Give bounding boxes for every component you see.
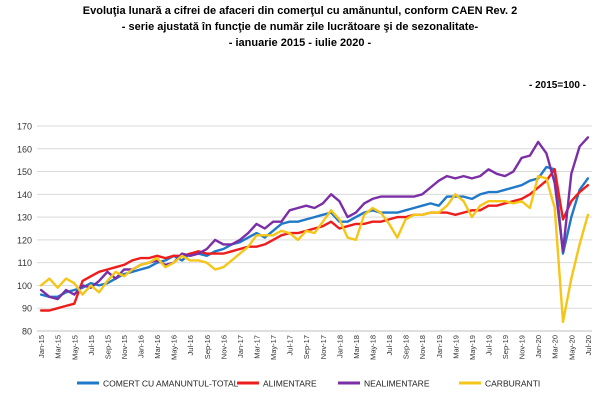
x-tick-label: Jul-19 bbox=[484, 335, 493, 355]
x-tick-label: Nov-15 bbox=[120, 335, 129, 359]
y-tick-label: 170 bbox=[17, 122, 32, 132]
base-year-note: - 2015=100 - bbox=[529, 80, 586, 91]
x-tick-label: Jul-15 bbox=[87, 335, 96, 355]
y-tick-label: 130 bbox=[17, 213, 32, 223]
x-tick-label: Jul-16 bbox=[186, 335, 195, 355]
y-tick-label: 100 bbox=[17, 281, 32, 291]
x-tick-label: Mar-16 bbox=[153, 335, 162, 359]
legend-label: COMERT CU AMANUNTUL-TOTAL bbox=[103, 379, 239, 389]
x-tick-label: Sep-19 bbox=[501, 335, 510, 359]
series-line-4 bbox=[39, 174, 590, 324]
x-tick-label: Nov-19 bbox=[518, 335, 527, 359]
x-tick-label: Mar-17 bbox=[253, 335, 262, 359]
chart-title: Evoluţia lunară a cifrei de afaceri din … bbox=[82, 5, 518, 17]
x-tick-label: May-18 bbox=[368, 335, 377, 360]
legend-item-2: ALIMENTARE bbox=[237, 379, 317, 389]
x-tick-label: Nov-17 bbox=[319, 335, 328, 359]
x-tick-label: May-19 bbox=[468, 335, 477, 360]
x-tick-label: Jan-17 bbox=[236, 335, 245, 358]
x-tick-label: Sep-16 bbox=[203, 335, 212, 359]
x-tick-label: May-17 bbox=[269, 335, 278, 360]
x-tick-label: Sep-17 bbox=[302, 335, 311, 359]
chart-subtitle: - serie ajustată în funcţie de număr zil… bbox=[121, 21, 479, 33]
x-tick-label: Mar-19 bbox=[451, 335, 460, 359]
x-tick-label: Sep-18 bbox=[402, 335, 411, 359]
x-tick-label: Jul-17 bbox=[286, 335, 295, 355]
chart-title-block: Evoluţia lunară a cifrei de afaceri din … bbox=[0, 3, 600, 51]
chart-period: - ianuarie 2015 - iulie 2020 - bbox=[228, 37, 372, 49]
series-line-2 bbox=[39, 168, 590, 312]
legend-item-3: NEALIMENTARE bbox=[338, 379, 430, 389]
x-tick-label: Jul-20 bbox=[584, 335, 593, 355]
y-tick-label: 160 bbox=[17, 144, 32, 154]
x-tick-label: May-15 bbox=[70, 335, 79, 360]
x-tick-label: Jan-20 bbox=[534, 335, 543, 358]
x-tick-label: Jul-18 bbox=[385, 335, 394, 355]
y-tick-label: 80 bbox=[22, 327, 32, 337]
y-tick-label: 150 bbox=[17, 167, 32, 177]
x-tick-label: Sep-15 bbox=[103, 335, 112, 359]
x-tick-label: May-20 bbox=[567, 335, 576, 360]
x-tick-label: Mar-20 bbox=[551, 335, 560, 359]
x-tick-label: Jan-15 bbox=[37, 335, 46, 358]
y-tick-label: 140 bbox=[17, 190, 32, 200]
legend-item-4: CARBURANTI bbox=[459, 379, 540, 389]
legend-item-1: COMERT CU AMANUNTUL-TOTAL bbox=[77, 379, 239, 389]
x-tick-label: May-16 bbox=[170, 335, 179, 360]
y-tick-label: 90 bbox=[22, 304, 32, 314]
x-tick-label: Mar-15 bbox=[54, 335, 63, 359]
legend-label: ALIMENTARE bbox=[263, 379, 317, 389]
legend-label: NEALIMENTARE bbox=[364, 379, 430, 389]
x-tick-label: Jan-19 bbox=[435, 335, 444, 358]
y-tick-label: 120 bbox=[17, 235, 32, 245]
x-tick-label: Jan-18 bbox=[335, 335, 344, 358]
x-tick-label: Mar-18 bbox=[352, 335, 361, 359]
x-tick-label: Nov-16 bbox=[219, 335, 228, 359]
y-tick-label: 110 bbox=[18, 258, 32, 268]
series-line-1 bbox=[39, 165, 590, 298]
x-tick-label: Jan-16 bbox=[137, 335, 146, 358]
legend-label: CARBURANTI bbox=[485, 379, 540, 389]
x-tick-label: Nov-18 bbox=[418, 335, 427, 359]
